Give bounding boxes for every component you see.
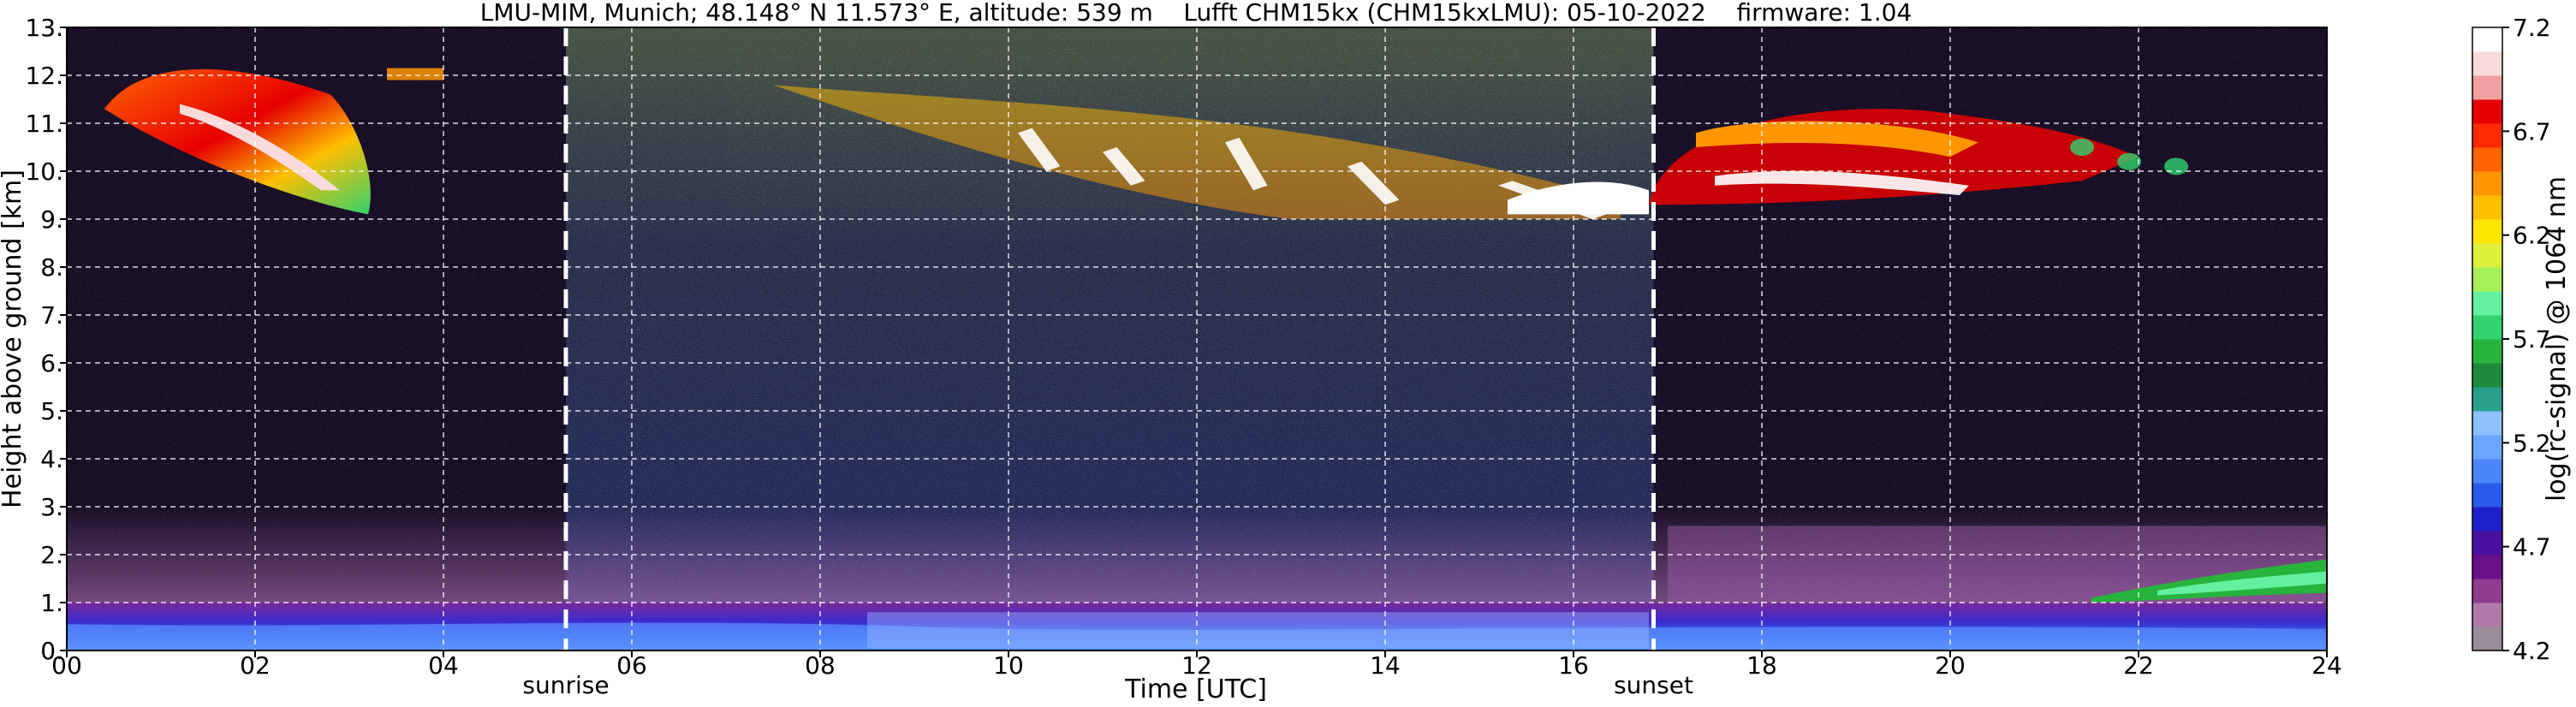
x-tick-label: 20 xyxy=(1935,651,1966,680)
colorbar-segment xyxy=(2472,435,2502,460)
cirrus-midday-streak xyxy=(1103,147,1145,186)
y-tick-label: 13. xyxy=(25,14,63,42)
colorbar-tick-label: 5.2 xyxy=(2513,429,2551,457)
annotations: sunrise sunset xyxy=(522,27,1693,699)
colorbar-segment xyxy=(2472,51,2502,76)
colorbar: 4.2 4.7 5.2 5.7 6.2 6.7 7.2 xyxy=(2472,14,2551,665)
colorbar-segment xyxy=(2472,99,2502,124)
cirrus-fragment xyxy=(387,68,443,80)
colorbar-label: log(rc-signal) @ 1064 nm xyxy=(2542,176,2572,502)
x-tick-label: 06 xyxy=(616,651,647,680)
y-tick-label: 8. xyxy=(40,253,63,282)
annotation-label-sunset: sunset xyxy=(1614,671,1693,699)
residual-layer-core xyxy=(2157,571,2327,596)
x-tick-label: 12 xyxy=(1181,651,1212,680)
colorbar-segment xyxy=(2472,531,2502,556)
y-tick-label: 2. xyxy=(40,541,63,569)
cirrus-midday-streak xyxy=(1347,161,1400,205)
y-tick-label: 3. xyxy=(40,493,63,521)
cirrus-midday-streak xyxy=(1018,128,1061,171)
x-tick-label: 16 xyxy=(1558,651,1589,680)
colorbar-segment xyxy=(2472,75,2502,100)
colorbar-tick-label: 4.7 xyxy=(2513,533,2551,561)
cirrus-evening-tail xyxy=(2070,139,2094,156)
colorbar-tick-label: 7.2 xyxy=(2513,14,2551,42)
x-tick-label: 08 xyxy=(805,651,836,680)
colorbar-tick-label: 6.7 xyxy=(2513,117,2551,146)
x-axis: 00 02 04 06 08 10 12 14 16 18 20 22 24 xyxy=(51,651,2342,680)
colorbar-segment xyxy=(2472,459,2502,484)
x-axis-label: Time [UTC] xyxy=(1124,674,1267,704)
cirrus-midday-streak xyxy=(1225,137,1268,191)
colorbar-segment xyxy=(2472,555,2502,579)
colorbar-segment xyxy=(2472,411,2502,436)
y-tick-label: 10. xyxy=(25,157,63,186)
colorbar-segment xyxy=(2472,123,2502,148)
colorbar-segment xyxy=(2472,267,2502,292)
cirrus-evening-tail xyxy=(2117,152,2141,170)
cirrus-early-core xyxy=(180,104,340,191)
y-axis: 0. 1. 2. 3. 4. 5. 6. 7. 8. 9. 10. 11. 12. 13. xyxy=(25,14,67,665)
cirrus-midday-bright xyxy=(1508,181,1649,215)
y-axis-label: Height above ground [km] xyxy=(0,169,27,508)
chart-title: LMU-MIM, Munich; 48.148° N 11.573° E, al… xyxy=(480,0,1913,27)
colorbar-segment xyxy=(2472,507,2502,532)
colorbar-segment xyxy=(2472,147,2502,172)
x-tick-label: 04 xyxy=(428,651,459,680)
colorbar-segment xyxy=(2472,219,2502,244)
x-tick-label: 24 xyxy=(2311,651,2342,680)
boundary-layer-midday xyxy=(867,612,1649,649)
cirrus-evening-band xyxy=(1696,121,1978,157)
colorbar-segment xyxy=(2472,363,2502,388)
y-tick-label: 9. xyxy=(40,205,63,234)
y-tick-label: 0. xyxy=(40,637,63,665)
cirrus-evening-tail xyxy=(2164,157,2188,175)
y-tick-label: 12. xyxy=(25,62,63,90)
colorbar-segment xyxy=(2472,315,2502,340)
residual-layer xyxy=(2091,559,2327,603)
colorbar-segment xyxy=(2472,339,2502,364)
colorbar-segment xyxy=(2472,627,2502,651)
x-tick-label: 02 xyxy=(240,651,271,680)
colorbar-segment xyxy=(2472,195,2502,220)
x-tick-label: 10 xyxy=(993,651,1024,680)
cirrus-evening-core xyxy=(1715,170,1969,195)
y-tick-label: 5. xyxy=(40,397,63,425)
colorbar-segment xyxy=(2472,291,2502,316)
annotation-label-sunrise: sunrise xyxy=(522,671,609,699)
gridlines xyxy=(67,27,2327,651)
colorbar-segment xyxy=(2472,243,2502,268)
colorbar-segment xyxy=(2472,387,2502,412)
x-tick-label: 00 xyxy=(51,651,82,680)
y-tick-label: 1. xyxy=(40,589,63,617)
y-tick-label: 4. xyxy=(40,445,63,473)
colorbar-segment xyxy=(2472,603,2502,627)
colorbar-segment xyxy=(2472,171,2502,196)
x-tick-label: 14 xyxy=(1370,651,1401,680)
colorbar-tick-label: 6.2 xyxy=(2513,222,2551,250)
y-tick-label: 11. xyxy=(25,110,63,138)
colorbar-tick-label: 5.7 xyxy=(2513,325,2551,354)
x-tick-label: 18 xyxy=(1746,651,1777,680)
y-tick-label: 6. xyxy=(40,349,63,377)
colorbar-segment xyxy=(2472,483,2502,508)
y-tick-label: 7. xyxy=(40,301,63,330)
colorbar-segment xyxy=(2472,579,2502,603)
colorbar-tick-label: 4.2 xyxy=(2513,637,2551,665)
colorbar-segment xyxy=(2472,27,2502,52)
x-tick-label: 22 xyxy=(2123,651,2154,680)
